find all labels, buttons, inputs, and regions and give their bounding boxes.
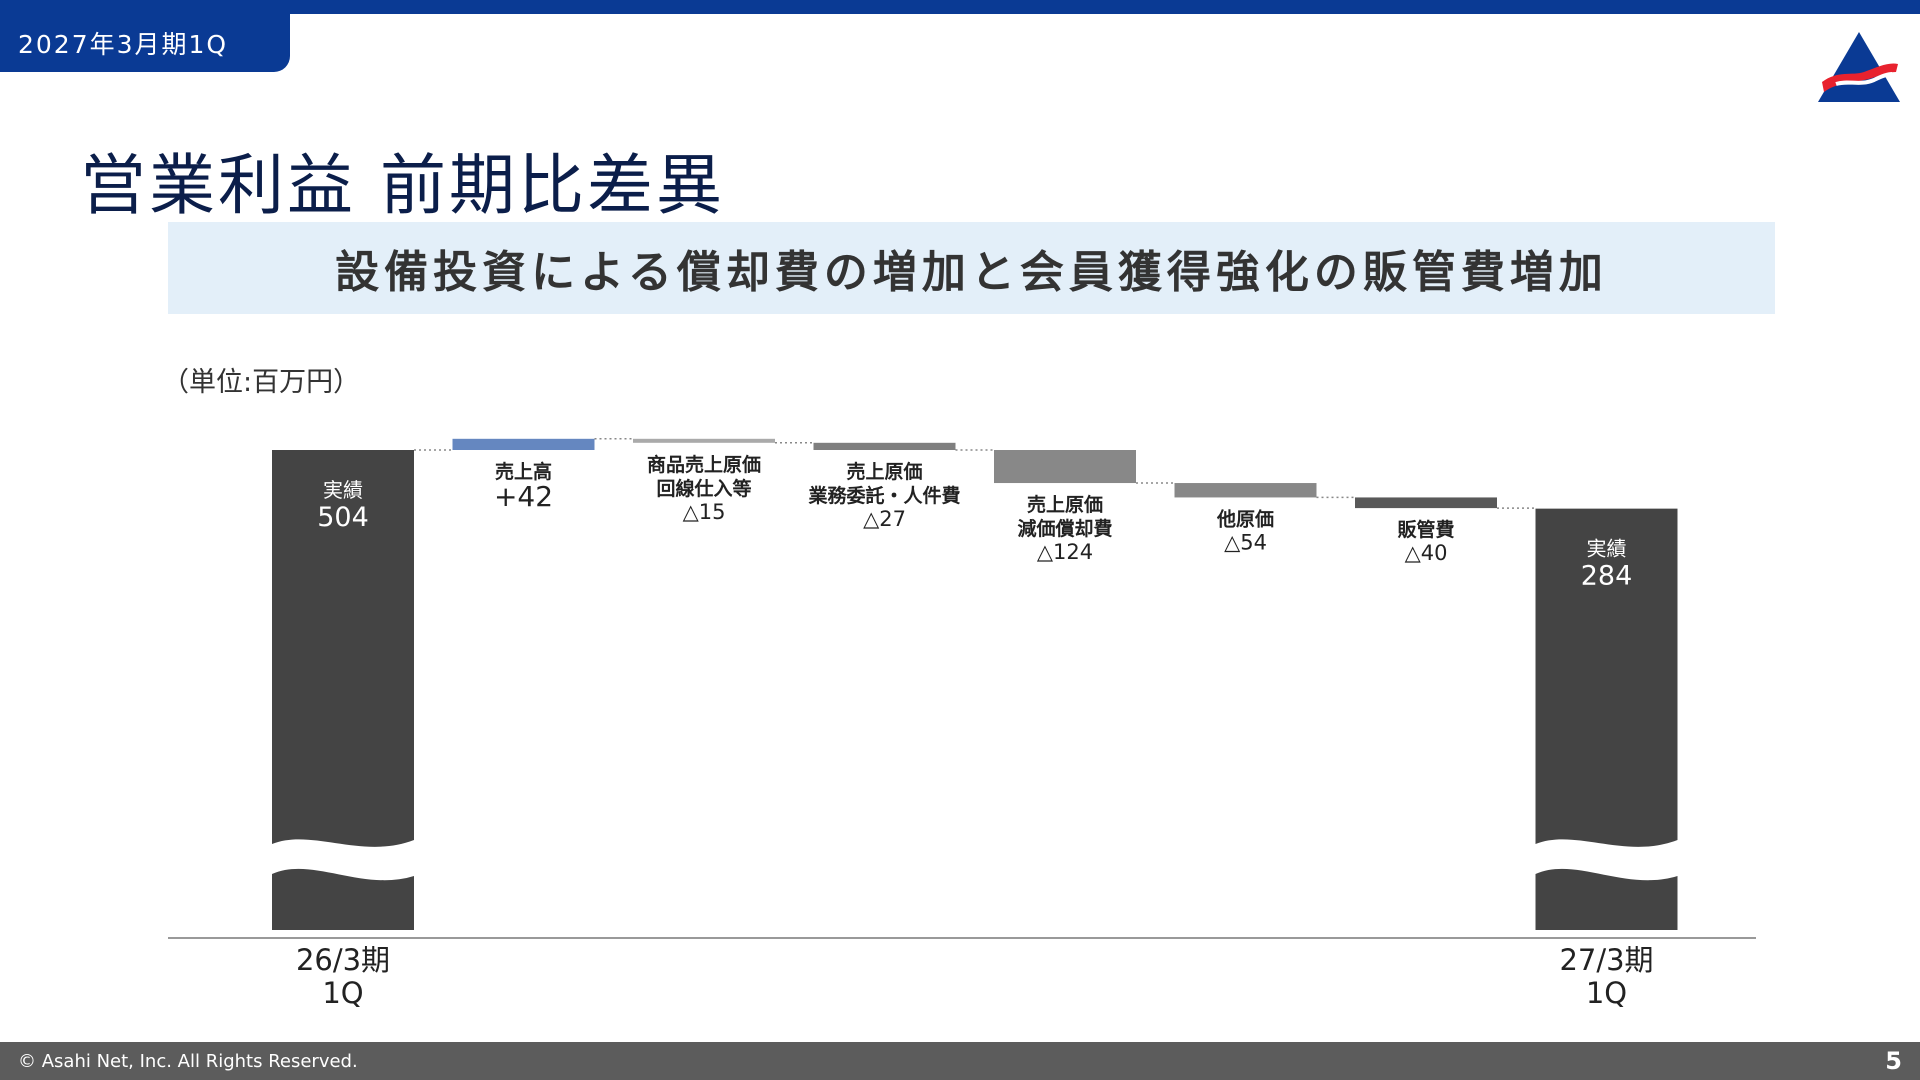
- delta-label-4-line2: 減価償却費: [1017, 517, 1112, 540]
- delta-value-3: △27: [863, 507, 906, 531]
- total-label-0: 実績: [323, 478, 363, 502]
- page-title: 営業利益 前期比差異: [80, 147, 725, 225]
- top-bar: [0, 0, 1920, 14]
- footer: © Asahi Net, Inc. All Rights Reserved. 5: [0, 1042, 1920, 1080]
- delta-value-6: △40: [1405, 541, 1448, 565]
- delta-bar-3: [813, 442, 956, 450]
- delta-bar-2: [633, 438, 775, 443]
- delta-bar-1: [452, 438, 595, 450]
- category-label-7-line2: 1Q: [1586, 976, 1627, 1010]
- delta-bar-5: [1174, 483, 1317, 498]
- total-value-7: 284: [1581, 561, 1633, 592]
- delta-label-3-line1: 売上原価: [846, 460, 922, 483]
- delta-value-5: △54: [1224, 530, 1267, 554]
- delta-label-3-line2: 業務委託・人件費: [807, 484, 960, 507]
- delta-label-1-line1: 売上高: [495, 460, 552, 483]
- axis-break-7: [1535, 839, 1678, 881]
- total-label-7: 実績: [1587, 537, 1627, 561]
- delta-value-1: +42: [494, 480, 553, 513]
- page-number: 5: [1885, 1047, 1902, 1075]
- delta-label-6-line1: 販管費: [1397, 518, 1454, 541]
- total-value-0: 504: [317, 502, 369, 533]
- category-label-0-line2: 1Q: [322, 976, 363, 1010]
- category-label-0-line1: 26/3期: [296, 943, 390, 977]
- copyright-text: © Asahi Net, Inc. All Rights Reserved.: [18, 1051, 358, 1072]
- delta-value-4: △124: [1037, 540, 1093, 564]
- headline-banner: 設備投資による償却費の増加と会員獲得強化の販管費増加: [168, 222, 1775, 314]
- delta-label-2-line1: 商品売上原価: [647, 453, 761, 476]
- delta-bar-6: [1355, 497, 1497, 509]
- delta-label-2-line2: 回線仕入等: [656, 477, 751, 500]
- delta-label-5-line1: 他原価: [1216, 507, 1274, 530]
- period-tab: 2027年3月期1Q: [0, 14, 290, 72]
- headline-text: 設備投資による償却費の増加と会員獲得強化の販管費増加: [335, 247, 1608, 298]
- delta-label-4-line1: 売上原価: [1027, 493, 1103, 516]
- category-label-7-line1: 27/3期: [1559, 943, 1653, 977]
- period-label: 2027年3月期1Q: [18, 30, 229, 59]
- delta-bar-4: [994, 450, 1136, 484]
- company-logo-icon: [1818, 32, 1900, 102]
- delta-value-2: △15: [683, 500, 726, 524]
- chart-unit-label: （単位:百万円）: [162, 367, 361, 398]
- axis-break-0: [272, 839, 414, 881]
